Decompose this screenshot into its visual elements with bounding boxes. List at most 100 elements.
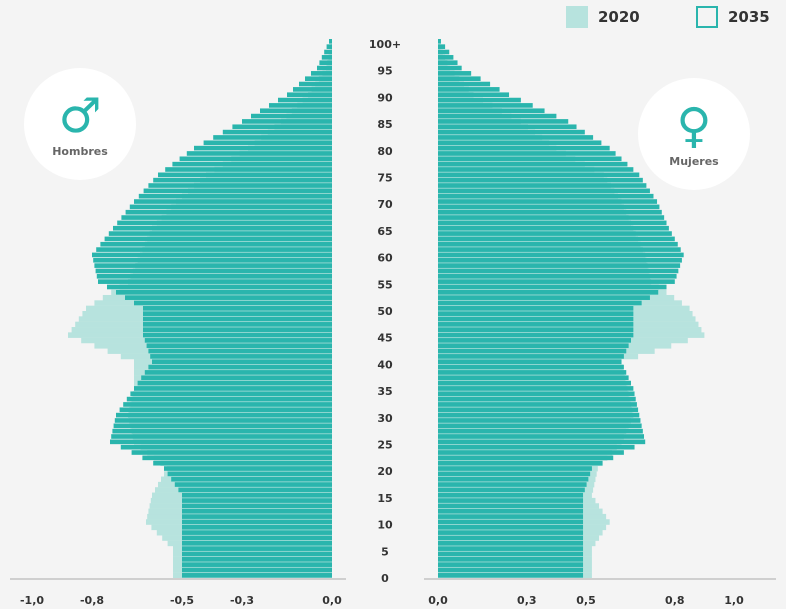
bar-2035-hombres-age-81: [203, 140, 332, 146]
bar-2035-hombres-age-40: [152, 359, 332, 365]
bar-2035-mujeres-age-16: [438, 487, 585, 493]
bar-2035-mujeres-age-7: [438, 535, 584, 541]
age-tick-label: 65: [377, 225, 392, 238]
bar-2035-hombres-age-94: [311, 71, 332, 76]
bar-2035-mujeres-age-13: [438, 503, 584, 509]
age-tick-label: 40: [377, 358, 393, 371]
x-tick-label-left: -0,8: [80, 594, 104, 607]
bar-2035-mujeres-age-66: [438, 220, 667, 226]
bar-2035-mujeres-age-26: [438, 434, 645, 439]
bar-2035-hombres-age-54: [107, 284, 332, 290]
bar-2035-mujeres-age-47: [438, 322, 634, 327]
bar-2035-mujeres-age-29: [438, 418, 641, 423]
age-tick-label: 100+: [369, 38, 401, 51]
legend-label-2035: 2035: [728, 8, 770, 26]
bar-2035-hombres-age-76: [165, 167, 332, 172]
bar-2035-hombres-age-43: [146, 343, 332, 349]
bar-2035-mujeres-age-18: [438, 476, 589, 482]
bar-2035-mujeres-age-15: [438, 492, 584, 498]
x-tick-label-right: 1,0: [724, 594, 744, 607]
bar-2035-mujeres-age-28: [438, 423, 642, 429]
bar-2035-mujeres-age-57: [438, 268, 679, 274]
x-tick-label-left: 0,0: [322, 594, 342, 607]
bar-2035-hombres-age-99: [326, 44, 332, 49]
bar-2035-hombres-age-63: [104, 236, 332, 242]
bar-2035-hombres-age-51: [134, 300, 332, 306]
bar-2035-mujeres-age-83: [438, 129, 585, 135]
age-tick-label: 35: [377, 385, 392, 398]
bar-2035-hombres-age-58: [94, 263, 333, 268]
bar-2035-hombres-age-100: [329, 39, 332, 44]
bar-2035-hombres-age-27: [112, 428, 333, 434]
bar-2035-mujeres-age-99: [438, 44, 446, 49]
age-tick-label: 95: [377, 65, 392, 78]
bar-2035-mujeres-age-20: [438, 466, 592, 471]
bar-2035-mujeres-age-93: [438, 76, 481, 82]
bar-2035-mujeres-age-76: [438, 167, 634, 172]
bar-2035-mujeres-age-14: [438, 498, 584, 503]
bar-2035-hombres-age-75: [158, 172, 332, 178]
bar-2035-mujeres-age-5: [438, 546, 584, 551]
bar-2035-hombres-age-69: [129, 204, 332, 210]
bar-2035-mujeres-age-98: [438, 49, 450, 55]
age-tick-label: 85: [377, 118, 392, 131]
age-tick-label: 55: [377, 278, 392, 291]
bar-2035-mujeres-age-55: [438, 279, 675, 284]
bar-2035-mujeres-age-36: [438, 380, 631, 386]
bar-2035-hombres-age-39: [148, 364, 332, 370]
bar-2035-mujeres-age-92: [438, 81, 491, 87]
bar-2035-mujeres-age-11: [438, 514, 584, 519]
bar-2035-mujeres-age-50: [438, 306, 634, 311]
bar-2035-hombres-age-88: [269, 103, 332, 108]
bar-2035-mujeres-age-79: [438, 151, 616, 156]
bar-2035-hombres-age-52: [125, 295, 332, 300]
bar-2035-mujeres-age-9: [438, 524, 584, 530]
bar-2035-hombres-age-0: [182, 573, 332, 578]
bar-2035-mujeres-age-39: [438, 364, 624, 370]
bar-2035-mujeres-age-97: [438, 55, 454, 60]
bar-2035-mujeres-age-89: [438, 97, 521, 103]
legend-item-2020: 2020: [566, 6, 640, 28]
bar-2035-hombres-age-31: [119, 407, 332, 413]
bar-2035-hombres-age-42: [148, 348, 332, 354]
x-tick-label-left: -0,3: [230, 594, 254, 607]
bar-2035-hombres-age-96: [319, 60, 332, 66]
female-badge: ♀ Mujeres: [638, 78, 750, 190]
bar-2035-hombres-age-92: [299, 81, 332, 87]
bar-2035-mujeres-age-74: [438, 177, 643, 183]
bar-2035-mujeres-age-10: [438, 519, 584, 525]
bar-2035-hombres-age-47: [143, 322, 332, 327]
bar-2035-hombres-age-74: [153, 177, 332, 183]
bar-2035-mujeres-age-45: [438, 332, 634, 338]
bar-2035-mujeres-age-12: [438, 508, 584, 514]
bar-2035-hombres-age-21: [153, 460, 332, 466]
bar-2035-mujeres-age-1: [438, 567, 584, 573]
bar-2035-hombres-age-45: [143, 332, 332, 338]
bar-2035-mujeres-age-80: [438, 145, 610, 151]
bar-2035-hombres-age-71: [138, 193, 332, 199]
bar-2035-hombres-age-50: [143, 306, 332, 311]
bar-2035-hombres-age-2: [182, 562, 332, 567]
legend-label-2020: 2020: [598, 8, 640, 26]
bar-2035-hombres-age-37: [141, 375, 332, 381]
bar-2035-hombres-age-56: [96, 273, 332, 279]
bar-2035-mujeres-age-65: [438, 225, 669, 231]
bar-2035-hombres-age-78: [179, 156, 332, 162]
bar-2035-hombres-age-19: [167, 471, 332, 477]
bar-2035-hombres-age-64: [108, 231, 332, 236]
bar-2035-mujeres-age-23: [438, 450, 624, 455]
bar-2035-hombres-age-73: [148, 183, 332, 188]
age-tick-label: 90: [377, 91, 393, 104]
bar-2035-mujeres-age-91: [438, 87, 500, 92]
bar-2035-hombres-age-85: [242, 119, 332, 124]
bar-2035-hombres-age-62: [100, 241, 333, 247]
bar-2035-hombres-age-44: [144, 338, 332, 343]
bar-2035-mujeres-age-0: [438, 573, 584, 578]
bar-2035-mujeres-age-61: [438, 247, 681, 252]
x-tick-label-left: -0,5: [170, 594, 194, 607]
bar-2035-mujeres-age-72: [438, 188, 650, 194]
bar-2035-mujeres-age-33: [438, 396, 636, 402]
bar-2035-mujeres-age-44: [438, 338, 631, 343]
bar-2035-mujeres-age-86: [438, 113, 557, 119]
bar-2035-hombres-age-17: [174, 482, 332, 487]
